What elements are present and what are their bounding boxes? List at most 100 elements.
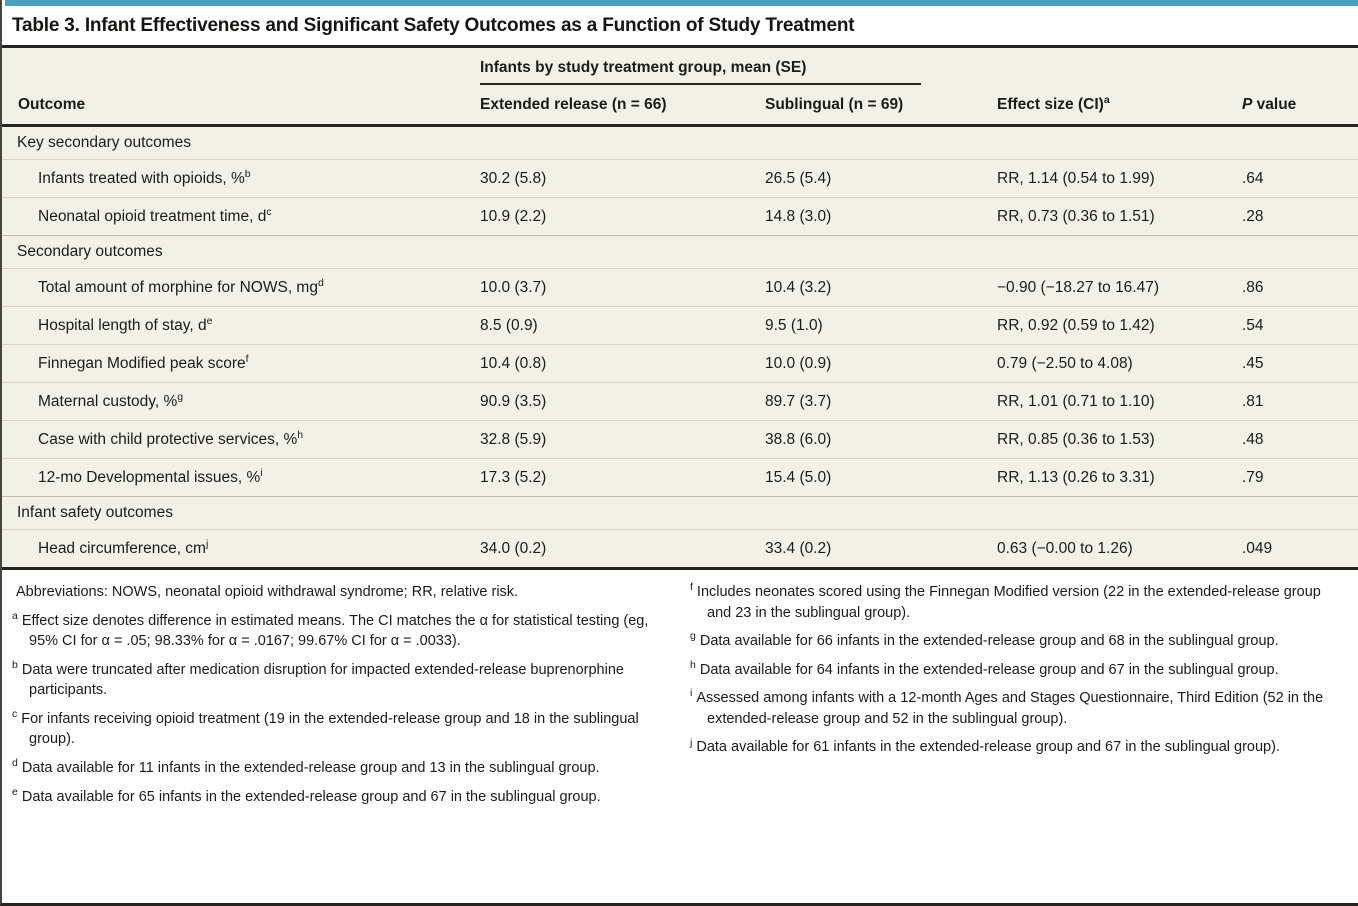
extended-release-value: 30.2 (5.8) [480,169,547,187]
p-value: .79 [1242,468,1264,486]
footnote-f: f Includes neonates scored using the Finn… [690,581,1321,621]
table-row: Hospital length of stay, de 8.5 (0.9) 9.… [2,306,1358,344]
footnotes-right-column: f Includes neonates scored using the Finn… [690,582,1340,815]
section-header-key-secondary-outcomes: Key secondary outcomes [17,134,192,151]
outcome-cell: Neonatal opioid treatment time, dc [38,205,272,225]
effect-size-value: RR, 0.73 (0.36 to 1.51) [997,207,1155,225]
extended-release-value: 10.0 (3.7) [480,278,547,296]
extended-release-value: 32.8 (5.9) [480,430,547,448]
footnote-marker: c [12,708,18,721]
table-body: Key secondary outcomes Infants treated w… [2,127,1358,567]
outcome-cell: Hospital length of stay, de [38,314,213,334]
column-group-header: Infants by study treatment group, mean (… [480,59,921,85]
abbreviations-note: Abbreviations: NOWS, neonatal opioid wit… [16,584,519,600]
extended-release-value: 34.0 (0.2) [480,539,547,557]
footnote-e: e Data available for 65 infants in the ex… [12,785,601,805]
footnote-marker: b [244,167,251,180]
column-header-extended-release: Extended release (n = 66) [480,95,667,113]
table-row: Neonatal opioid treatment time, dc 10.9 … [2,197,1358,235]
table-header: Infants by study treatment group, mean (… [2,48,1358,124]
effect-size-value: RR, 1.14 (0.54 to 1.99) [997,169,1155,187]
footnote-marker: h [690,658,696,671]
accent-bar [5,0,1358,6]
footnote-h: h Data available for 64 infants in the ex… [690,658,1279,678]
sublingual-value: 38.8 (6.0) [765,430,832,448]
footnote-marker: h [297,428,304,441]
outcome-cell: Maternal custody, %g [38,390,184,410]
footnote-marker: a [12,609,18,622]
effect-size-value: 0.63 (−0.00 to 1.26) [997,539,1133,557]
section-header-secondary-outcomes: Secondary outcomes [2,235,1358,268]
outcome-cell: Case with child protective services, %h [38,428,304,448]
footnote-marker: j [690,736,693,749]
outcome-cell: Finnegan Modified peak scoref [38,352,249,372]
footnote-marker: f [245,352,249,365]
footnote-d: d Data available for 11 infants in the ex… [12,757,600,777]
table-title: Table 3. Infant Effectiveness and Signif… [12,15,855,36]
effect-size-value: RR, 0.92 (0.59 to 1.42) [997,316,1155,334]
title-rule [2,45,1358,48]
footnote-marker: j [205,537,209,550]
footnote-marker: i [260,466,263,479]
sublingual-value: 10.4 (3.2) [765,278,832,296]
footnote-a: a Effect size denotes difference in estim… [12,609,649,650]
table-row: Head circumference, cmj 34.0 (0.2) 33.4 … [2,529,1358,567]
body-end-rule [2,567,1358,570]
footnote-marker: e [206,314,213,327]
footnote-marker: g [177,390,184,403]
extended-release-value: 17.3 (5.2) [480,468,547,486]
column-header-outcome: Outcome [18,95,86,113]
table-row: Maternal custody, %g 90.9 (3.5) 89.7 (3.… [2,382,1358,420]
sublingual-value: 14.8 (3.0) [765,207,832,225]
column-header-row: Outcome Extended release (n = 66) Sublin… [2,85,1358,124]
header-spanner-row: Infants by study treatment group, mean (… [2,48,1358,85]
effect-size-value: RR, 1.13 (0.26 to 3.31) [997,468,1155,486]
table-row: 12-mo Developmental issues, %i 17.3 (5.2… [2,458,1358,496]
footnote-marker: e [12,785,18,798]
extended-release-value: 90.9 (3.5) [480,392,547,410]
header-rule [2,124,1358,127]
p-value: .049 [1242,539,1273,557]
footnote-j: j Data available for 61 infants in the ex… [690,736,1280,756]
p-value: .64 [1242,169,1264,187]
table-row: Infants treated with opioids, %b 30.2 (5… [2,159,1358,197]
footnotes-left-column: Abbreviations: NOWS, neonatal opioid wit… [12,582,662,815]
extended-release-value: 8.5 (0.9) [480,316,538,334]
footnote-marker: f [690,581,693,594]
sublingual-value: 26.5 (5.4) [765,169,832,187]
footnotes: Abbreviations: NOWS, neonatal opioid wit… [2,570,1358,816]
p-value: .45 [1242,354,1264,372]
table-row: Case with child protective services, %h … [2,420,1358,458]
extended-release-value: 10.4 (0.8) [480,354,547,372]
footnote-marker: d [12,757,18,770]
table-row: Finnegan Modified peak scoref 10.4 (0.8)… [2,344,1358,382]
sublingual-value: 15.4 (5.0) [765,468,832,486]
effect-size-value: RR, 0.85 (0.36 to 1.53) [997,430,1155,448]
footnote-marker: c [266,205,272,218]
effect-size-value: RR, 1.01 (0.71 to 1.10) [997,392,1155,410]
effect-size-value: 0.79 (−2.50 to 4.08) [997,354,1133,372]
column-header-effect-size: Effect size (CI)a [997,93,1110,113]
footnote-c: c For infants receiving opioid treatment … [12,708,639,748]
table-row: Total amount of morphine for NOWS, mgd 1… [2,268,1358,306]
section-header-infant-safety-outcomes: Infant safety outcomes [2,496,1358,529]
sublingual-value: 33.4 (0.2) [765,539,832,557]
column-header-p-value: P value [1242,95,1297,113]
footnote-marker: a [1103,93,1110,106]
sublingual-value: 10.0 (0.9) [765,354,832,372]
outcome-cell: Infants treated with opioids, %b [38,167,251,187]
p-value: .86 [1242,278,1264,296]
column-header-sublingual: Sublingual (n = 69) [765,95,904,113]
footnote-marker: b [12,658,18,671]
footnote-marker: g [690,630,696,643]
effect-size-value: −0.90 (−18.27 to 16.47) [997,278,1160,296]
sublingual-value: 9.5 (1.0) [765,316,823,334]
p-value: .48 [1242,430,1264,448]
footnote-marker: i [690,687,693,700]
footnote-b: b Data were truncated after medication di… [12,658,624,699]
footnote-i: i Assessed among infants with a 12-month … [690,687,1324,727]
outcome-cell: 12-mo Developmental issues, %i [38,466,263,486]
outcome-cell: Total amount of morphine for NOWS, mgd [38,276,324,296]
footnote-marker: d [317,276,324,289]
